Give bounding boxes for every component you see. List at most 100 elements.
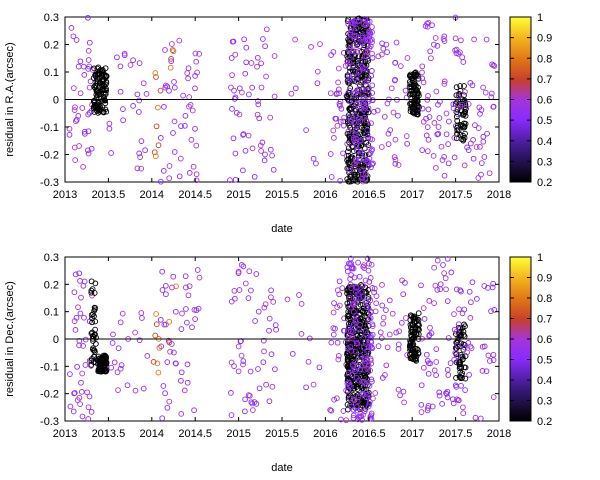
- data-point: [366, 145, 373, 151]
- data-point: [91, 65, 97, 72]
- data-point: [443, 286, 449, 293]
- data-point: [330, 127, 337, 134]
- data-point: [353, 312, 360, 319]
- data-point: [336, 101, 343, 107]
- data-point: [475, 175, 482, 181]
- data-point: [352, 319, 359, 325]
- data-point: [186, 94, 193, 100]
- data-point: [317, 41, 323, 47]
- data-point: [95, 99, 102, 106]
- data-point: [310, 155, 317, 162]
- data-point: [348, 309, 354, 315]
- data-point: [179, 310, 185, 317]
- data-point: [80, 163, 86, 170]
- data-point: [235, 343, 242, 350]
- data-point: [375, 53, 382, 60]
- colorbar-tick-label: 0.7: [537, 314, 552, 326]
- data-point: [195, 305, 202, 312]
- data-point: [192, 125, 198, 132]
- data-point: [350, 363, 356, 369]
- data-point: [374, 107, 381, 114]
- data-point: [79, 105, 86, 111]
- data-point: [327, 151, 334, 157]
- data-point: [191, 407, 197, 414]
- data-point: [424, 148, 431, 154]
- data-point: [115, 387, 121, 393]
- data-point: [351, 119, 358, 126]
- data-point: [456, 373, 463, 380]
- data-point: [196, 274, 203, 281]
- data-point: [347, 27, 354, 34]
- data-point: [459, 310, 466, 317]
- data-point: [103, 87, 110, 94]
- colorbar-tick-label: 0.9: [537, 273, 552, 285]
- data-point: [330, 49, 337, 55]
- data-point: [70, 408, 77, 415]
- data-point: [164, 404, 171, 411]
- data-point: [349, 355, 355, 362]
- data-point: [106, 120, 113, 127]
- data-point: [118, 362, 125, 368]
- data-point: [415, 103, 422, 110]
- data-point: [425, 402, 432, 409]
- data-point: [355, 259, 361, 266]
- data-point: [464, 144, 470, 151]
- data-point: [303, 127, 309, 133]
- data-point: [262, 301, 269, 308]
- data-point: [347, 39, 354, 46]
- data-point: [392, 59, 399, 66]
- data-point: [428, 330, 435, 337]
- data-point: [159, 268, 166, 275]
- data-point: [388, 85, 395, 92]
- data-point: [407, 317, 414, 323]
- data-point: [260, 359, 267, 366]
- data-point: [350, 412, 357, 419]
- data-point: [395, 162, 402, 168]
- data-point: [363, 394, 370, 401]
- data-point: [92, 326, 98, 333]
- data-point: [166, 163, 173, 169]
- data-point: [367, 29, 373, 35]
- data-point: [261, 304, 268, 311]
- data-point: [109, 340, 116, 346]
- data-point: [335, 352, 342, 359]
- data-point: [345, 160, 352, 166]
- data-point: [182, 122, 188, 129]
- data-point: [406, 91, 413, 98]
- data-point: [85, 150, 92, 157]
- data-point: [143, 91, 150, 97]
- data-point: [369, 82, 376, 89]
- data-point: [357, 29, 364, 36]
- data-point: [445, 160, 452, 167]
- data-point: [132, 329, 138, 336]
- data-point: [431, 264, 437, 271]
- x-tick-label: 2017.5: [439, 189, 473, 201]
- data-point: [356, 99, 363, 106]
- data-point: [268, 294, 274, 301]
- data-point: [130, 103, 136, 109]
- data-point: [101, 97, 108, 104]
- data-point: [362, 170, 369, 177]
- data-point: [182, 273, 189, 280]
- data-point: [365, 105, 372, 112]
- data-point: [192, 85, 198, 92]
- data-point: [166, 318, 173, 325]
- data-point: [171, 84, 178, 91]
- data-point: [256, 385, 263, 392]
- dec-residual-panel: 2013 2013.5 2014 2014.5 2015 2015.5 2016 2016.5…: [4, 252, 552, 474]
- data-point: [172, 308, 179, 315]
- data-point: [431, 41, 437, 48]
- data-point: [178, 369, 185, 376]
- data-point: [359, 39, 366, 46]
- data-point: [316, 364, 323, 371]
- data-point: [347, 75, 354, 82]
- data-point: [456, 321, 462, 328]
- data-point: [84, 389, 90, 396]
- data-point: [346, 59, 353, 66]
- data-point: [138, 310, 145, 316]
- data-point: [365, 403, 372, 410]
- data-point: [389, 310, 396, 317]
- data-point: [421, 316, 428, 322]
- data-point: [350, 97, 357, 104]
- data-point: [88, 287, 95, 294]
